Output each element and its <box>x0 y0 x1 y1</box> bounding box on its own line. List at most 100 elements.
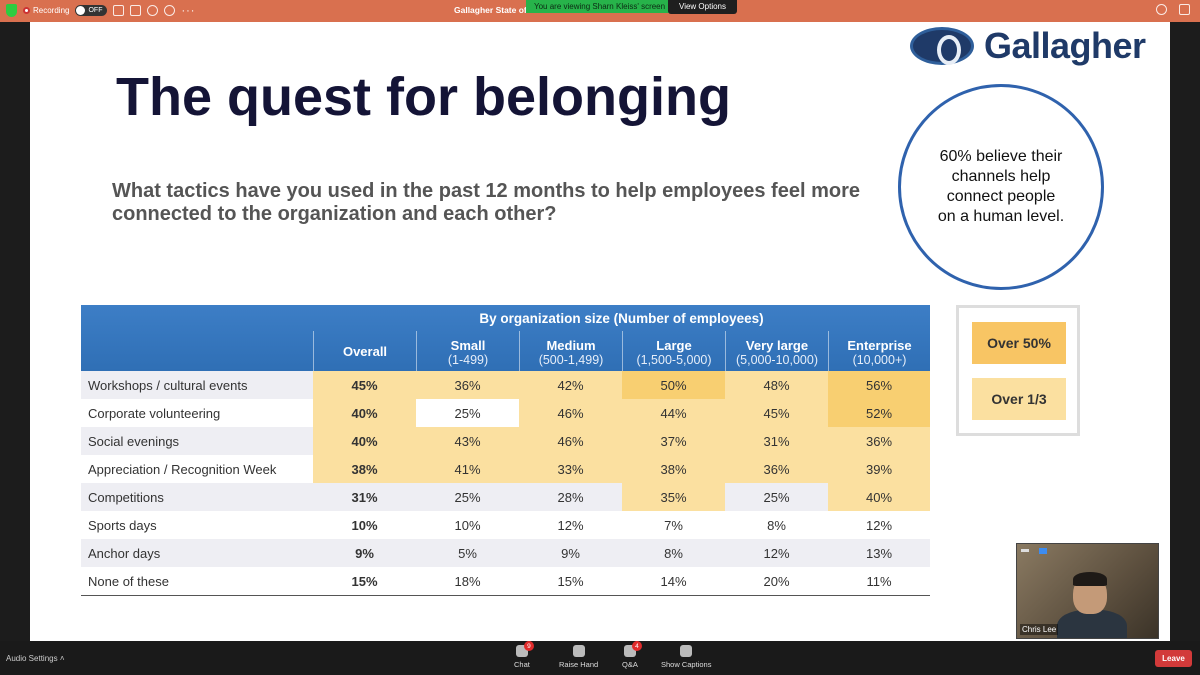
toggle-knob <box>76 6 86 15</box>
column-header-overall: Overall <box>313 331 416 371</box>
row-label: Sports days <box>88 517 157 533</box>
row-label: None of these <box>88 573 169 589</box>
participant-video-tile[interactable]: Chris Lee <box>1016 543 1159 639</box>
column-header-medium: Medium (500-1,499) <box>519 331 622 371</box>
table-row: Appreciation / Recognition Week 38% 41% 33%… <box>81 455 930 483</box>
undo-icon[interactable] <box>147 5 159 16</box>
video-layout-icon[interactable] <box>1039 548 1047 554</box>
chat-button[interactable]: 9 Chat <box>514 641 534 669</box>
table-cell: 46% <box>519 427 622 455</box>
show-captions-button[interactable]: Show Captions <box>661 645 711 669</box>
minimize-icon[interactable] <box>1021 549 1029 552</box>
view-options-button[interactable]: View Options <box>668 0 737 14</box>
legend-over-50: Over 50% <box>972 322 1066 364</box>
column-headers: Overall Small (1-499) Medium (500-1,499) L… <box>81 331 930 371</box>
raise-hand-button[interactable]: Raise Hand <box>559 645 598 669</box>
slide-title: The quest for belonging <box>116 67 731 127</box>
redo-icon[interactable] <box>164 5 176 16</box>
qa-button[interactable]: 4 Q&A <box>622 641 642 669</box>
row-label: Competitions <box>88 489 164 505</box>
table-cell: 11% <box>866 573 892 589</box>
chat-icon: 9 <box>515 641 534 657</box>
highlight-legend: Over 50% Over 1/3 <box>956 305 1080 436</box>
table-cell: 48% <box>725 371 828 399</box>
table-cell: 10% <box>454 517 481 533</box>
table-cell: 9% <box>561 545 580 561</box>
row-label: Anchor days <box>88 545 161 561</box>
captions-icon <box>680 645 693 657</box>
column-header-enterprise: Enterprise (10,000+) <box>828 331 930 371</box>
table-cell: 40% <box>313 427 416 455</box>
table-cell: 9% <box>355 545 374 561</box>
row-label: Appreciation / Recognition Week <box>88 461 277 477</box>
recording-indicator: Recording <box>23 6 69 15</box>
callout-text: 60% believe their channels help connect … <box>937 148 1065 225</box>
home-icon[interactable] <box>113 5 125 16</box>
table-cell: 36% <box>725 455 828 483</box>
table-cell: 44% <box>622 399 725 427</box>
column-header-very-large: Very large (5,000-10,000) <box>725 331 828 371</box>
table-cell: 35% <box>622 483 725 511</box>
record-icon <box>23 7 30 14</box>
table-cell: 15% <box>557 573 584 589</box>
table-cell: 25% <box>763 489 790 505</box>
table-cell: 52% <box>828 399 930 427</box>
table-row: Corporate volunteering 40% 25% 46% 44% 45% 52% <box>81 399 930 427</box>
table-cell: 38% <box>313 455 416 483</box>
table-cell: 8% <box>664 545 683 561</box>
table-cell: 20% <box>763 573 790 589</box>
table-cell: 8% <box>767 517 786 533</box>
column-header-small: Small (1-499) <box>416 331 519 371</box>
account-icon[interactable] <box>1179 4 1190 15</box>
table-cell: 43% <box>416 427 519 455</box>
table-cell: 40% <box>828 483 930 511</box>
table-cell: 7% <box>664 517 683 533</box>
row-label: Social evenings <box>88 433 180 449</box>
table-cell: 25% <box>454 489 481 505</box>
table-cell: 31% <box>351 489 378 505</box>
search-icon[interactable] <box>1156 4 1167 15</box>
survey-question: What tactics have you used in the past 1… <box>112 180 860 225</box>
table-cell: 45% <box>725 399 828 427</box>
leave-button[interactable]: Leave <box>1155 650 1192 667</box>
column-header-large: Large (1,500-5,000) <box>622 331 725 371</box>
table-cell: 33% <box>519 455 622 483</box>
table-cell: 13% <box>865 545 893 561</box>
gallagher-logo: Gallagher <box>910 25 1146 67</box>
security-shield-icon[interactable] <box>6 4 17 17</box>
table-cell: 15% <box>351 573 378 589</box>
table-cell: 39% <box>828 455 930 483</box>
table-row: Social evenings 40% 43% 46% 37% 31% 36% <box>81 427 930 455</box>
table-cell: 56% <box>828 371 930 399</box>
table-row: Competitions 31% 25% 28% 35% 25% 40% <box>81 483 930 511</box>
legend-over-third: Over 1/3 <box>972 378 1066 420</box>
group-header: By organization size (Number of employee… <box>479 311 764 326</box>
autosave-toggle[interactable]: OFF <box>75 5 108 16</box>
more-options-icon[interactable]: ··· <box>181 4 196 17</box>
table-cell: 12% <box>557 517 584 533</box>
qa-icon: 4 <box>623 641 642 657</box>
toggle-label: OFF <box>88 7 103 14</box>
table-bottom-rule <box>81 595 930 596</box>
table-cell: 37% <box>622 427 725 455</box>
table-cell: 42% <box>519 371 622 399</box>
meeting-top-bar: Recording OFF ··· Gallagher State of the… <box>0 0 1200 22</box>
table-cell: 38% <box>622 455 725 483</box>
table-cell: 45% <box>313 371 416 399</box>
viewing-banner: You are viewing Sharn Kleiss' screen <box>526 0 674 13</box>
save-icon[interactable] <box>130 5 142 16</box>
table-cell: 50% <box>622 371 725 399</box>
table-cell: 10% <box>351 517 378 533</box>
table-header: By organization size (Number of employee… <box>81 305 930 371</box>
participant-body <box>1057 610 1127 638</box>
header-spacer <box>81 331 313 371</box>
meeting-bottom-bar: Audio Settings ˄ 9 Chat Raise Hand 4 Q&A… <box>0 641 1200 675</box>
audio-settings-button[interactable]: Audio Settings ˄ <box>6 654 65 663</box>
hand-icon <box>572 645 585 657</box>
table-cell: 28% <box>557 489 584 505</box>
table-row: None of these 15% 18% 15% 14% 20% 11% <box>81 567 930 595</box>
table-cell: 36% <box>828 427 930 455</box>
table-cell: 41% <box>416 455 519 483</box>
table-row: Workshops / cultural events 45% 36% 42% 50% 4… <box>81 371 930 399</box>
gallagher-globe-icon <box>910 27 974 65</box>
